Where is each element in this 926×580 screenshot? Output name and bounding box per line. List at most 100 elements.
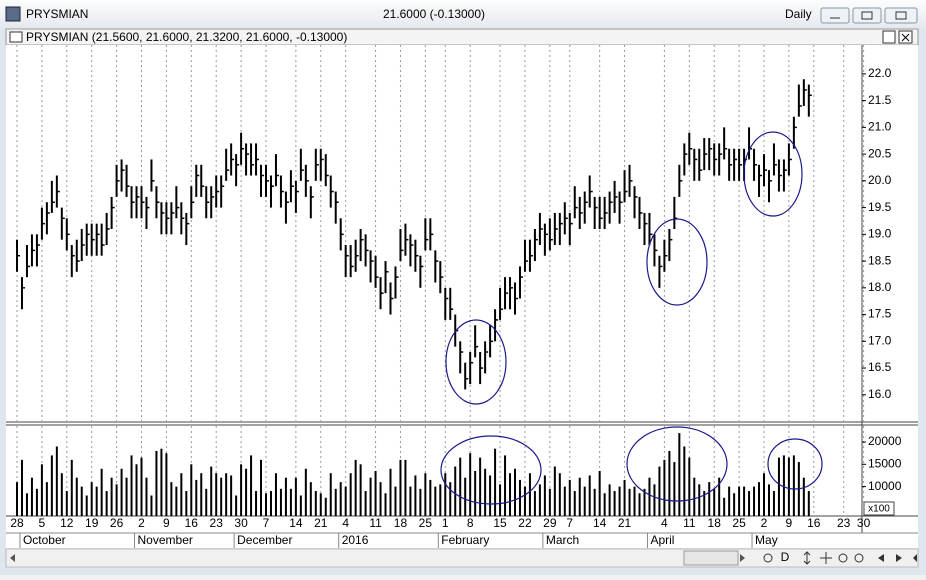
volume-bar: [299, 495, 302, 516]
volume-bar: [698, 484, 701, 516]
volume-bar: [235, 495, 238, 516]
volume-bar: [364, 491, 367, 516]
volume-bar: [733, 493, 736, 516]
volume-bar: [85, 495, 88, 516]
volume-bar: [349, 473, 352, 516]
x-tick-label: 30: [234, 516, 248, 530]
volume-bar: [125, 477, 128, 516]
volume-bar: [753, 486, 756, 516]
volume-bar: [723, 497, 726, 516]
y-tick-label: 20.5: [868, 146, 892, 160]
unit-label: x100: [868, 504, 890, 515]
nav-arrows[interactable]: [878, 554, 917, 562]
volume-bar: [55, 446, 58, 516]
icon: [901, 33, 910, 42]
volume-bar: [683, 446, 686, 516]
volume-bar: [623, 479, 626, 516]
volume-bar: [792, 455, 795, 516]
scroll-left[interactable]: [10, 554, 15, 562]
volume-bar: [758, 482, 761, 516]
x-tick-label: 7: [566, 516, 573, 530]
volume-bar: [767, 484, 770, 516]
volume-bar: [45, 482, 48, 516]
volume-bar: [190, 464, 193, 516]
volume-bar: [90, 482, 93, 516]
volume-bar: [543, 475, 546, 516]
circle-annotation: [767, 438, 823, 490]
x-tick-label: 8: [467, 516, 474, 530]
y-tick-label: 17.5: [868, 307, 892, 321]
minimize-button[interactable]: [820, 7, 850, 24]
volume-bar: [608, 484, 611, 516]
volume-bar: [454, 466, 457, 516]
volume-bar: [514, 468, 516, 516]
month-label: December: [237, 533, 292, 547]
panel-maximize[interactable]: [882, 30, 896, 44]
icon: [9, 31, 23, 43]
y-tick-label: 20.0: [868, 173, 892, 187]
volume-bar: [474, 471, 477, 516]
volume-bar: [319, 493, 322, 516]
volume-bar: [269, 491, 272, 516]
volume-bar: [713, 488, 716, 516]
circle-annotation: [445, 319, 507, 405]
volume-bar: [65, 491, 68, 516]
y-tick-label: 19.5: [868, 200, 892, 214]
volume-bar: [205, 488, 208, 516]
month-label: November: [138, 533, 193, 547]
tool-icon[interactable]: [820, 552, 832, 564]
volume-bar: [568, 479, 571, 516]
volume-bar: [728, 486, 731, 516]
volume-bar: [170, 482, 173, 516]
maximize-button[interactable]: [852, 7, 882, 24]
volume-bar: [399, 459, 402, 516]
volume-bar: [787, 457, 790, 516]
chart-title: PRYSMIAN (21.5600, 21.6000, 21.3200, 21.…: [26, 30, 347, 44]
tool-icon[interactable]: [763, 553, 773, 563]
month-label: April: [650, 533, 674, 547]
volume-bar: [394, 486, 397, 516]
volume-bar: [424, 473, 427, 516]
tool-icon[interactable]: [838, 553, 848, 563]
x-tick-label: 9: [786, 516, 793, 530]
volume-bar: [210, 466, 213, 516]
y-tick-label: 21.5: [868, 93, 892, 107]
y-tick-label: 19.0: [868, 227, 892, 241]
volume-bar: [289, 488, 292, 516]
x-tick-label: 14: [593, 516, 607, 530]
x-tick-label: 26: [110, 516, 124, 530]
volume-bar: [215, 473, 218, 516]
tool-icon[interactable]: [854, 553, 864, 563]
icon: [861, 11, 873, 20]
x-tick-label: 30: [857, 516, 871, 530]
volume-bar: [598, 471, 601, 516]
volume-bar: [593, 488, 596, 516]
volume-bar: [80, 486, 83, 516]
volume-bar: [748, 491, 751, 516]
scroll-right[interactable]: [740, 554, 745, 562]
x-tick-label: 2: [138, 516, 145, 530]
volume-bar: [588, 475, 591, 516]
x-tick-label: 9: [163, 516, 170, 530]
scroll-thumb[interactable]: [683, 550, 739, 566]
tool-icon[interactable]: [803, 551, 811, 565]
close-button[interactable]: [884, 7, 918, 24]
volume-bar: [344, 486, 347, 516]
volume-bar: [105, 491, 108, 516]
volume-bar: [484, 468, 487, 516]
volume-bar: [120, 468, 123, 516]
toolbar-label[interactable]: D: [781, 550, 790, 564]
volume-bar: [553, 466, 556, 516]
y-tick-label: 10000: [868, 479, 902, 493]
volume-bar: [265, 493, 267, 516]
y-tick-label: 22.0: [868, 66, 892, 80]
volume-bar: [404, 459, 407, 516]
volume-bar: [40, 464, 43, 516]
volume-bar: [294, 477, 297, 516]
volume-bar: [449, 482, 452, 516]
x-tick-label: 11: [683, 516, 696, 530]
volume-bar: [155, 450, 158, 516]
volume-bar: [60, 473, 63, 516]
volume-bar: [50, 455, 53, 516]
